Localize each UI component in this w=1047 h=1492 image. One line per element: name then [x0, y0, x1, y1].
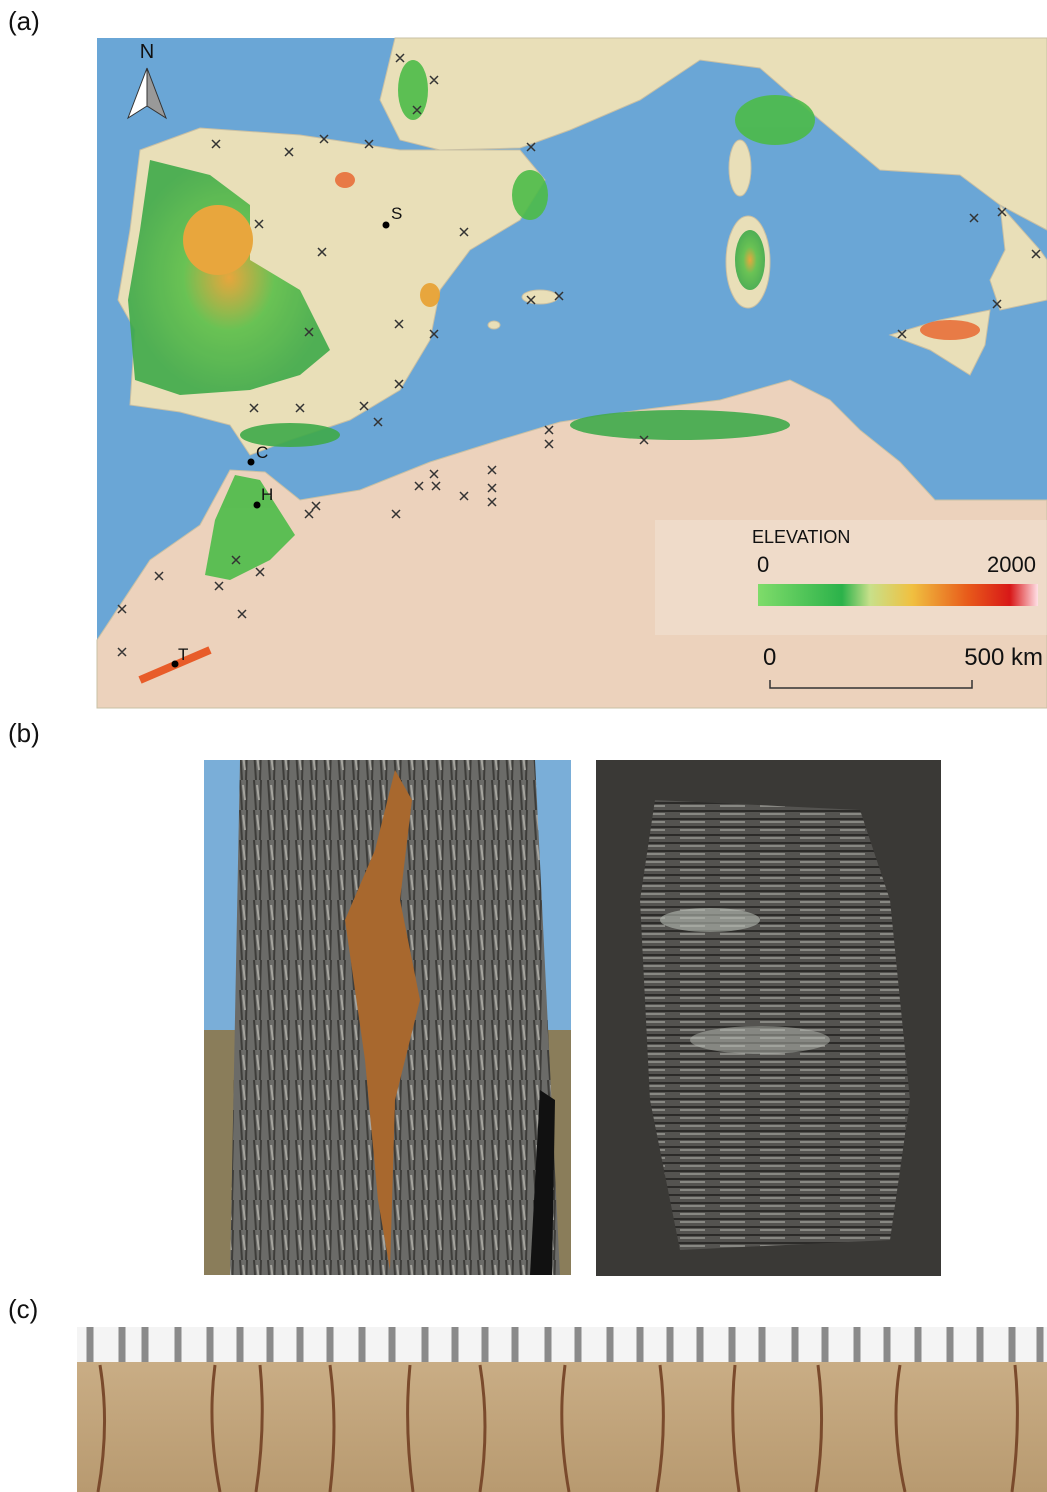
scale-start: 0 [763, 644, 776, 671]
legend-title: ELEVATION [752, 527, 850, 547]
sites: S C H T [171, 204, 402, 668]
photo-cork [596, 760, 941, 1276]
scale-end: 500 km [964, 644, 1043, 671]
north-label: N [140, 41, 154, 63]
photo-trunk [204, 760, 571, 1275]
scale-bar [769, 680, 973, 689]
site-label: C [256, 443, 268, 462]
elevation-patches [128, 60, 980, 684]
panel-label: (c) [8, 1294, 38, 1324]
photo-core [77, 1327, 1047, 1492]
site-label: T [178, 645, 188, 664]
site-label: H [261, 485, 273, 504]
legend-min: 0 [757, 552, 769, 577]
site-label: S [391, 204, 402, 223]
panel-label: (a) [8, 6, 40, 36]
north-arrow: N [127, 41, 167, 120]
site-crosses [117, 53, 1041, 657]
legend-bar [758, 584, 1038, 606]
panel-label: (b) [8, 718, 40, 748]
legend-max: 2000 [987, 552, 1036, 577]
